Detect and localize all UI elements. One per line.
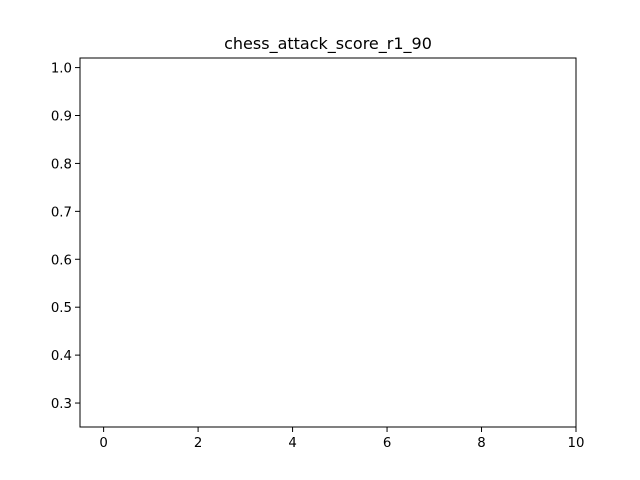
y-tick-label: 0.3 bbox=[51, 397, 72, 412]
y-tick-label: 0.7 bbox=[51, 205, 72, 220]
y-tick-label: 0.6 bbox=[51, 253, 72, 268]
y-tick-label: 0.8 bbox=[51, 157, 72, 172]
x-tick-label: 10 bbox=[568, 436, 585, 451]
y-tick-label: 0.5 bbox=[51, 301, 72, 316]
x-tick-label: 4 bbox=[288, 436, 296, 451]
y-tick-label: 1.0 bbox=[51, 62, 72, 77]
x-tick-label: 6 bbox=[383, 436, 391, 451]
chart-title: chess_attack_score_r1_90 bbox=[224, 34, 432, 54]
y-axis-ticks: 0.3 0.4 0.5 0.6 0.7 0.8 0.9 1.0 bbox=[51, 62, 80, 412]
y-tick-label: 0.4 bbox=[51, 349, 72, 364]
x-tick-label: 2 bbox=[194, 436, 202, 451]
x-tick-label: 0 bbox=[99, 436, 107, 451]
plot-area-frame bbox=[79, 57, 577, 428]
x-tick-label: 8 bbox=[477, 436, 485, 451]
x-axis-ticks: 0 2 4 6 8 10 bbox=[99, 427, 584, 451]
y-tick-label: 0.9 bbox=[51, 110, 72, 125]
